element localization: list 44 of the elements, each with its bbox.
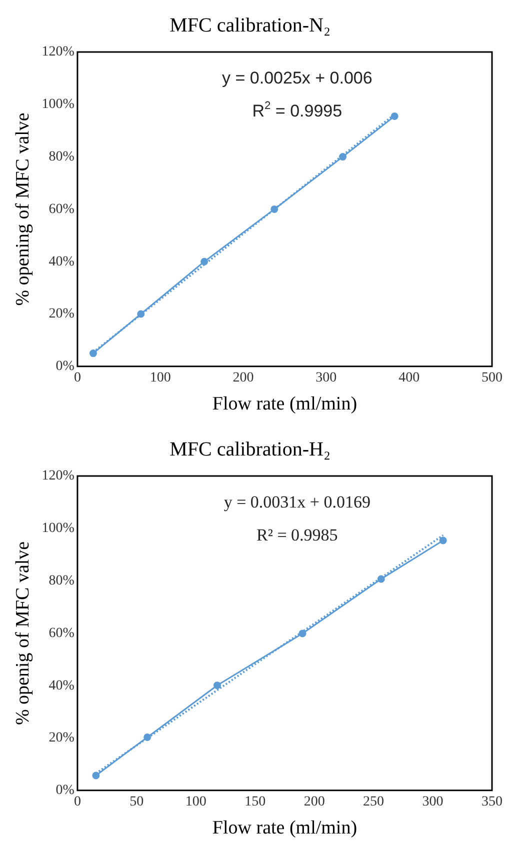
- y-tick-label: 60%: [48, 626, 75, 641]
- x-tick-label: 200: [232, 370, 254, 386]
- x-axis-title: Flow rate (ml/min): [212, 818, 358, 839]
- y-tick-label: 0%: [56, 359, 75, 374]
- y-tick-label: 120%: [42, 44, 75, 60]
- y-tick-label: 60%: [48, 202, 75, 217]
- y-tick-label: 100%: [42, 97, 75, 112]
- point: [213, 682, 221, 690]
- annotation: y = 0.0031x + 0.0169: [224, 492, 371, 512]
- y-tick-label: 40%: [48, 254, 75, 270]
- x-tick-label: 500: [482, 370, 502, 386]
- y-axis-title: % openig of MFC valve: [12, 541, 34, 726]
- x-tick-label: 0: [74, 370, 81, 386]
- y-tick-label: 20%: [48, 306, 75, 322]
- y-tick-label: 80%: [48, 573, 75, 588]
- x-axis-title: Flow rate (ml/min): [212, 394, 358, 415]
- point: [89, 350, 97, 358]
- point: [339, 153, 347, 161]
- point: [439, 536, 447, 544]
- x-tick-label: 150: [244, 794, 266, 810]
- y-tick-label: 40%: [48, 678, 75, 694]
- x-tick-label: 200: [304, 794, 325, 810]
- point: [200, 258, 208, 266]
- x-tick-label: 400: [398, 370, 420, 386]
- y-tick-label: 120%: [42, 468, 75, 484]
- x-tick-label: 350: [482, 794, 502, 810]
- y-tick-label: 80%: [48, 149, 75, 164]
- y-tick-label: 100%: [42, 521, 75, 536]
- annotation: y = 0.0025x + 0.006: [222, 68, 372, 88]
- x-tick-label: 250: [363, 794, 384, 810]
- chart-title: MFC calibration-N₂: [170, 14, 330, 36]
- y-tick-label: 20%: [48, 730, 75, 746]
- x-tick-label: 50: [130, 794, 144, 810]
- x-tick-label: 0: [74, 794, 81, 810]
- x-tick-label: 300: [316, 370, 337, 386]
- x-tick-label: 300: [422, 794, 444, 810]
- y-axis-title: % opening of MFC valve: [12, 112, 34, 306]
- chart-title: MFC calibration-H₂: [170, 438, 330, 460]
- point: [390, 112, 398, 120]
- y-tick-label: 0%: [56, 783, 75, 798]
- point: [92, 772, 100, 780]
- x-tick-label: 100: [185, 794, 206, 810]
- x-tick-label: 100: [150, 370, 171, 386]
- annotation: R² = 0.9985: [256, 525, 338, 544]
